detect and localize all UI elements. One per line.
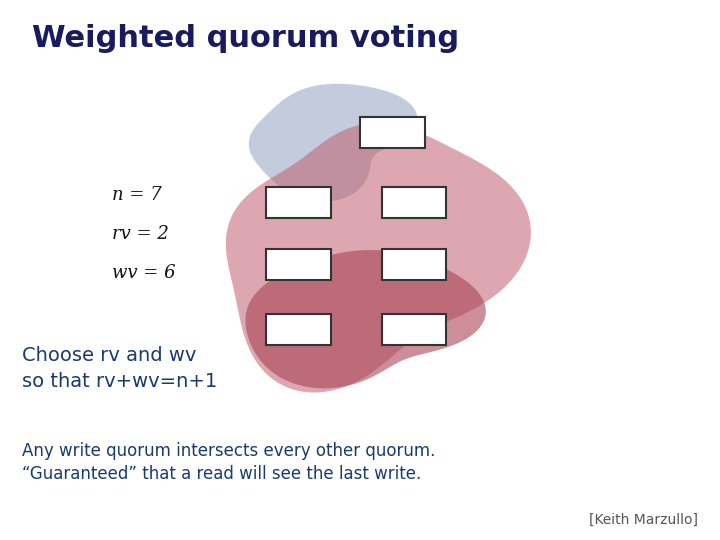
Polygon shape bbox=[246, 250, 486, 388]
Text: n = 7: n = 7 bbox=[112, 186, 161, 204]
Text: wv = 6: wv = 6 bbox=[112, 264, 175, 282]
FancyBboxPatch shape bbox=[266, 187, 331, 218]
FancyBboxPatch shape bbox=[266, 249, 331, 280]
Text: rv = 2: rv = 2 bbox=[112, 225, 168, 243]
Text: Choose rv and wv
so that rv+wv=n+1: Choose rv and wv so that rv+wv=n+1 bbox=[22, 346, 217, 391]
Text: [Keith Marzullo]: [Keith Marzullo] bbox=[590, 512, 698, 526]
FancyBboxPatch shape bbox=[360, 117, 425, 148]
FancyBboxPatch shape bbox=[382, 314, 446, 345]
FancyBboxPatch shape bbox=[266, 314, 331, 345]
FancyBboxPatch shape bbox=[382, 187, 446, 218]
Polygon shape bbox=[249, 84, 418, 201]
Text: Weighted quorum voting: Weighted quorum voting bbox=[32, 24, 459, 53]
FancyBboxPatch shape bbox=[382, 249, 446, 280]
Text: Any write quorum intersects every other quorum.
“Guaranteed” that a read will se: Any write quorum intersects every other … bbox=[22, 442, 435, 483]
Polygon shape bbox=[226, 123, 531, 393]
